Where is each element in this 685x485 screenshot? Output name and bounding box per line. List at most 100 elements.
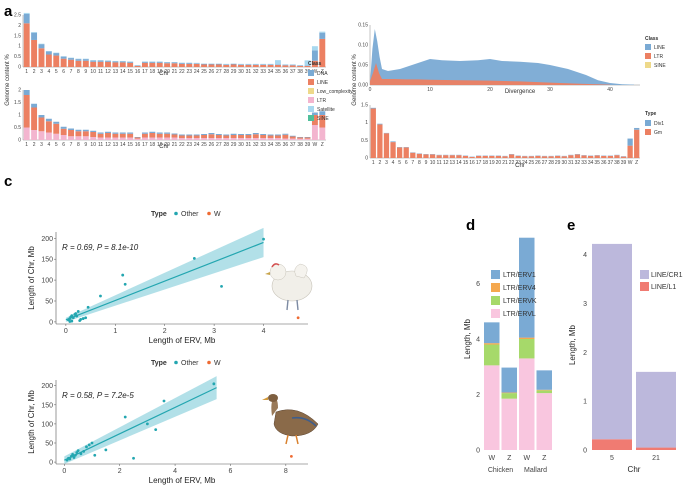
a-bottom-bar-line-chr-36	[282, 134, 289, 139]
c-top-stat-r: R = 0.69,	[62, 243, 97, 252]
a-bottom-bar-dna-chr-29	[230, 133, 237, 135]
d-bar-ltr-erv4	[501, 392, 517, 394]
a-bottom-bar-dna-chr-21	[171, 133, 178, 135]
c-bottom-ytick-label: 0	[49, 460, 53, 467]
a-top-bar-satellite-chr-2	[31, 32, 38, 33]
a-top-bar-line-chr-26	[208, 64, 215, 67]
b-hist-legend-label: LINE	[654, 45, 666, 51]
a-top-ytick-label: 2.5	[14, 13, 21, 19]
a-bottom-bar-line-chr-10	[90, 132, 97, 137]
a-bottom-xtick-label: 27	[216, 142, 222, 148]
c-top-point-other	[262, 237, 265, 241]
b-hist-xtick-label: 40	[607, 87, 613, 93]
a-bottom-xtick-label: 1	[25, 142, 28, 148]
b-hist-ytick-label: 0.15	[358, 23, 368, 29]
a-bottom-bar-dna-chr-23	[186, 134, 193, 136]
a-bottom-bar-ltr-chr-21	[171, 137, 178, 140]
c-top-stat-p: P = 8.1e-10	[97, 243, 139, 252]
c-bottom-point-other	[85, 445, 88, 449]
a-bottom-bar-dna-chr-W	[311, 112, 318, 115]
e-legend-swatch-line-cr1	[640, 270, 649, 279]
b-bar-xtick-label: 18	[482, 160, 488, 166]
a-top-xtick-label: 19	[157, 69, 163, 75]
a-bottom-bar-dna-chr-26	[208, 133, 215, 135]
a-bottom-bar-ltr-chr-27	[215, 138, 222, 140]
a-bottom-bar-dna-chr-4	[45, 118, 52, 122]
a-top-bar-satellite-chr-35	[275, 60, 281, 65]
a-bottom-xtick-label: 2	[33, 142, 36, 148]
b-bar-xtick-label: 11	[437, 160, 442, 166]
c-bottom-ylabel: Length of Chr, Mb	[27, 390, 36, 454]
a-top-xtick-label: 37	[290, 69, 296, 75]
b-bar-bar-gm-chr-33	[581, 155, 587, 158]
c-top-ytick-label: 150	[41, 257, 53, 264]
a-top-bar-dna-chr-15	[127, 61, 134, 63]
a-top-bar-dna-chr-29	[230, 63, 237, 65]
b-hist-legend-title: Class	[645, 36, 659, 42]
a-legend-swatch-ltr	[308, 97, 314, 103]
a-bottom-xtick-label: 17	[142, 142, 148, 148]
a-bottom-bar-line-chr-3	[38, 117, 45, 132]
a-xlabel-top: Chr	[159, 71, 169, 77]
d-legend-swatch-ltr-ervl	[491, 309, 500, 318]
d-ytick-label: 2	[476, 392, 480, 399]
a-bottom-bar-dna-chr-16	[134, 137, 141, 138]
a-legend-swatch-dna	[308, 70, 314, 76]
c-bottom-xtick-label: 2	[118, 468, 122, 475]
a-bottom-bar-dna-chr-3	[38, 115, 45, 118]
c-bottom-xtick-label: 8	[284, 468, 288, 475]
b-bar-bar-gm-chr-31	[568, 155, 574, 158]
a-top-ytick-label: 2	[18, 23, 21, 29]
a-bottom-bar-line-chr-16	[134, 137, 141, 139]
b-bar-bar-gm-chr-38	[614, 155, 620, 158]
a-bottom-bar-dna-chr-34	[267, 134, 274, 136]
a-top-bar-line-chr-16	[134, 65, 141, 67]
a-top-bar-line-chr-11	[97, 61, 104, 67]
panel-label-a: a	[4, 3, 13, 20]
a-bottom-bar-line-chr-2	[31, 107, 38, 130]
b-bar-xtick-label: 4	[392, 160, 395, 166]
a-top-bar-satellite-chr-W	[311, 46, 318, 51]
c-top-point-other	[75, 314, 79, 318]
a-bottom-bar-line-chr-29	[230, 135, 237, 138]
b-bar-bar-div1-chr-1	[370, 107, 376, 109]
b-bar-xtick-label: 28	[548, 160, 554, 166]
a-bottom-bar-line-chr-4	[45, 121, 52, 133]
duck-illustration	[262, 394, 319, 445]
a-top-bar-dna-chr-24	[193, 63, 200, 64]
a-top-xtick-label: 36	[283, 69, 289, 75]
e-bar-line-l1-chr-5	[592, 439, 632, 450]
a-legend-label: Low_complexity	[317, 89, 353, 95]
a-bottom-xtick-label: 20	[164, 142, 170, 148]
a-top-bar-line-chr-25	[201, 64, 208, 67]
a-bottom-bar-dna-chr-8	[75, 129, 82, 132]
c-top-ytick-label: 200	[41, 236, 53, 243]
c-bottom-point-other	[68, 457, 72, 461]
a-bottom-bar-dna-chr-6	[60, 126, 67, 129]
d-xtick-label: W	[488, 455, 495, 462]
b-bar-bar-gm-chr-10	[429, 154, 436, 158]
a-top-ytick-label: 1	[18, 44, 21, 50]
d-group-label-chicken: Chicken	[488, 467, 513, 474]
c-top-point-other	[220, 284, 223, 288]
a-bottom-bar-ltr-chr-5	[53, 133, 60, 140]
a-top-xtick-label: 38	[297, 69, 303, 75]
b-bar-bar-gm-chr-22	[508, 154, 515, 158]
b-bar-bar-gm-chr-4	[390, 142, 396, 158]
e-xtick-label: 5	[610, 455, 614, 462]
a-bottom-bar-ltr-chr-32	[252, 138, 259, 140]
c-top-point-other	[74, 312, 78, 315]
b-bar-bar-gm-chr-39	[620, 156, 627, 158]
b-bar-bar-gm-chr-8	[416, 153, 423, 158]
d-legend-label: LTR/ERVL	[503, 311, 536, 318]
b-bar-legend-title: Type	[645, 111, 657, 117]
c-top-fit-line	[65, 241, 264, 321]
a-bottom-xtick-label: 3	[40, 142, 43, 148]
duck-body	[273, 409, 319, 437]
a-top-ytick-label: 1.5	[14, 33, 21, 39]
d-xtick-label: W	[523, 455, 530, 462]
a-bottom-xtick-label: 13	[113, 142, 119, 148]
c-top-ytick-label: 100	[41, 278, 53, 285]
d-legend-label: LTR/ERV4	[503, 285, 536, 292]
c-bottom-legend-dot-other	[174, 360, 178, 365]
